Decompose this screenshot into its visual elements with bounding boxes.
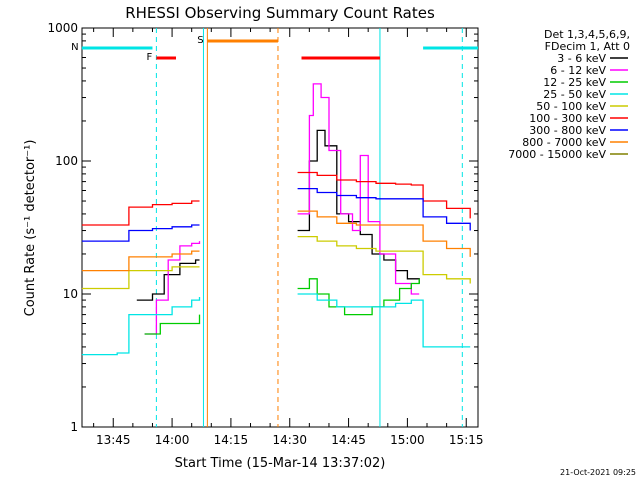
date-stamp: 21-Oct-2021 09:25 bbox=[560, 468, 636, 477]
series-line bbox=[144, 278, 420, 335]
x-tick-label: 14:45 bbox=[331, 433, 366, 447]
series-line bbox=[81, 210, 471, 272]
flag-bar-label: F bbox=[147, 52, 153, 63]
legend-entry: 12 - 25 keV bbox=[543, 76, 606, 89]
flag-bar-label: S bbox=[197, 35, 203, 46]
chart-title: RHESSI Observing Summary Count Rates bbox=[125, 4, 435, 22]
y-tick-label: 1000 bbox=[47, 21, 78, 35]
legend-entry: 7000 - 15000 keV bbox=[508, 148, 606, 161]
legend-entry: 300 - 800 keV bbox=[529, 124, 606, 137]
y-axis-label: Count Rate (s⁻¹ detector⁻¹) bbox=[23, 140, 38, 317]
plot-frame bbox=[81, 27, 479, 428]
series-line bbox=[81, 235, 471, 290]
x-tick-label: 13:45 bbox=[96, 433, 131, 447]
x-tick-label: 14:15 bbox=[214, 433, 249, 447]
legend-entry: 25 - 50 keV bbox=[543, 88, 606, 101]
flag-bar-label: N bbox=[71, 42, 78, 53]
legend-header: Det 1,3,4,5,6,9, bbox=[544, 28, 630, 41]
legend-entry: 800 - 7000 keV bbox=[522, 136, 606, 149]
legend-header: FDecim 1, Att 0 bbox=[545, 40, 630, 53]
legend-entry: 100 - 300 keV bbox=[529, 112, 606, 125]
y-tick-label: 1 bbox=[70, 420, 78, 434]
x-axis-label: Start Time (15-Mar-14 13:37:02) bbox=[175, 456, 386, 471]
y-tick-label: 10 bbox=[63, 287, 78, 301]
legend-entry: 6 - 12 keV bbox=[550, 64, 606, 77]
legend-entry: 3 - 6 keV bbox=[557, 52, 606, 65]
series-line bbox=[81, 187, 471, 242]
y-tick-label: 100 bbox=[55, 154, 78, 168]
x-tick-label: 15:00 bbox=[390, 433, 425, 447]
legend: Det 1,3,4,5,6,9,FDecim 1, Att 03 - 6 keV… bbox=[508, 28, 630, 161]
x-tick-label: 14:00 bbox=[155, 433, 190, 447]
legend-entry: 50 - 100 keV bbox=[536, 100, 606, 113]
x-tick-label: 14:30 bbox=[272, 433, 307, 447]
x-tick-label: 15:15 bbox=[449, 433, 484, 447]
series-line bbox=[81, 293, 471, 356]
series-line bbox=[81, 171, 471, 226]
plot-area: 1 10 100 1000 13:45 14:00 14:15 14:30 14:45 15:00… bbox=[47, 21, 483, 447]
series-line bbox=[144, 83, 420, 335]
